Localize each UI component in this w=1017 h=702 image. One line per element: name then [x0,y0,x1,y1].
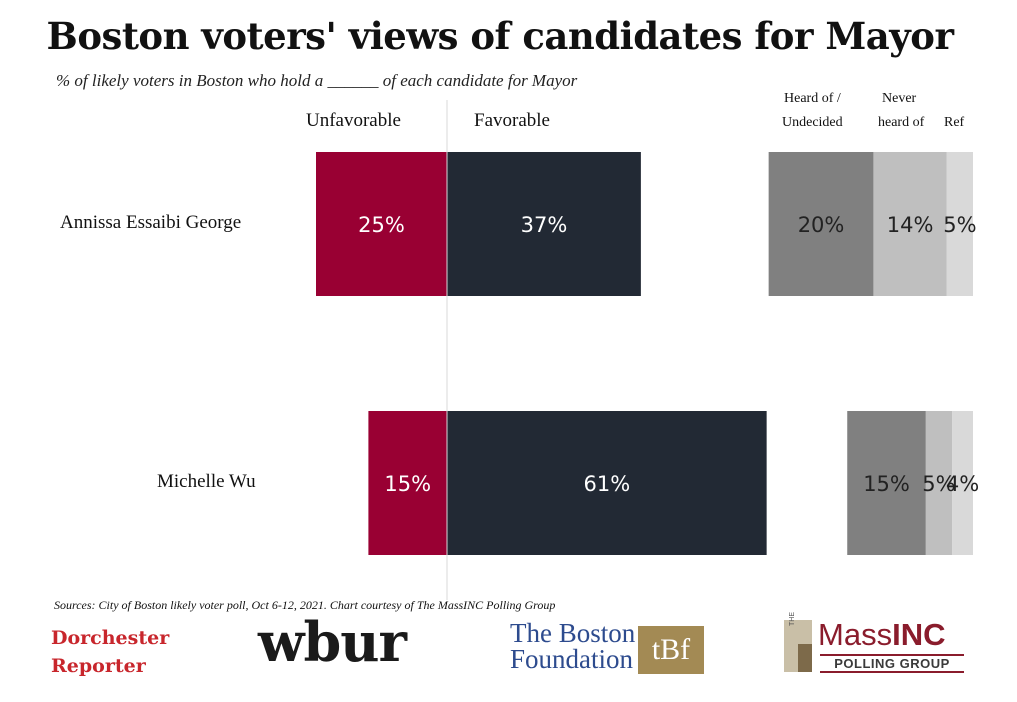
massinc-logo-name: MassINC [818,617,945,653]
label-unfavorable-0: 25% [358,213,405,237]
chart-subtitle: % of likely voters in Boston who hold a … [56,71,578,90]
tbf-logo-mark: tBf [638,626,704,674]
bar-never-heard-0 [873,152,947,296]
tbf-logo-line1: The Boston [510,618,636,648]
header-heard-of-line2: Undecided [782,115,843,130]
label-undecided-1: 15% [863,472,910,496]
label-favorable-1: 61% [583,472,630,496]
wbur-logo: wbur [258,610,407,674]
candidate-label-essaibi-george: Annissa Essaibi George [60,212,242,233]
bar-favorable-0 [447,152,641,296]
bar-favorable-1 [447,411,767,555]
boston-foundation-logo: The Boston Foundation [510,618,636,674]
label-unfavorable-1: 15% [384,472,431,496]
massinc-logo-the: THE [789,612,796,626]
header-never-line1: Never [882,91,917,106]
header-never-line2: heard of [878,115,925,130]
dorchester-logo-line1: Dorchester [51,627,170,649]
candidate-label-wu: Michelle Wu [157,471,256,492]
label-never-heard-0: 14% [887,213,934,237]
label-never-heard-1: 5% [922,472,955,496]
bar-unfavorable-1 [368,411,447,555]
header-heard-of-line1: Heard of / [784,91,841,106]
dorchester-logo-line2: Reporter [51,655,146,677]
bar-never-heard-1 [925,411,953,555]
header-favorable: Favorable [474,110,550,131]
bar-undecided-1 [847,411,926,555]
massinc-logo-mass: Mass [818,617,893,652]
header-refused: Ref [944,115,965,130]
label-undecided-0: 20% [798,213,845,237]
source-note: Sources: City of Boston likely voter pol… [54,598,556,612]
bar-undecided-0 [768,152,874,296]
label-refused-0: 5% [943,213,976,237]
massinc-logo-mark-inner [798,644,812,672]
header-unfavorable: Unfavorable [306,110,401,131]
massinc-logo-inc: INC [892,617,946,652]
tbf-logo-line2: Foundation [510,644,634,674]
label-refused-1: 4% [946,472,979,496]
massinc-logo-subtitle: POLLING GROUP [820,654,964,673]
dorchester-reporter-logo: Dorchester Reporter [51,624,169,680]
bar-refused-1 [952,411,973,555]
bar-unfavorable-0 [316,152,447,296]
chart-title: Boston voters' views of candidates for M… [46,14,954,58]
bar-refused-0 [946,152,973,296]
label-favorable-0: 37% [521,213,568,237]
